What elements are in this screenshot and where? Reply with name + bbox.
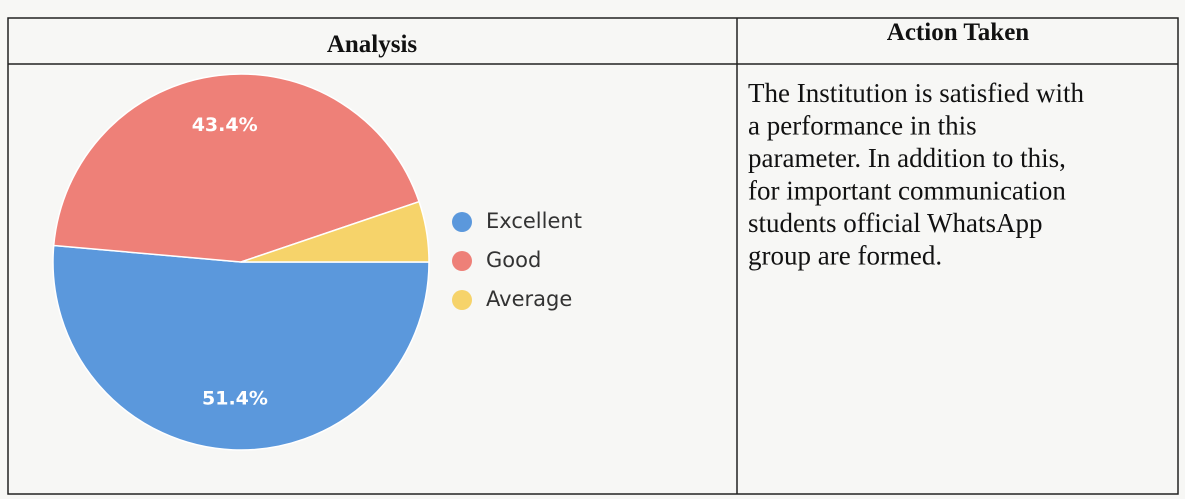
data-label: 51.4% [202,388,268,410]
legend-swatch [452,290,472,310]
legend-label: Average [486,287,572,311]
text-line: students official WhatsApp [748,208,1042,238]
legend-label: Good [486,248,541,272]
legend-swatch [452,251,472,271]
header-cell: Analysis [327,31,418,58]
header-cell: Action Taken [887,19,1030,46]
pie-slice [52,73,421,263]
pie-slice [240,200,430,263]
legend-label: Excellent [486,209,582,233]
data-label: 43.4% [192,114,258,136]
table-border [7,17,1179,495]
pie-slice [52,244,430,451]
text-line: The Institution is satisfied with [748,78,1084,108]
legend-swatch [452,212,472,232]
text-line: a performance in this [748,111,977,141]
text-line: parameter. In addition to this, [748,143,1066,173]
text-line: group are formed. [748,241,942,271]
text-line: for important communication [748,176,1066,206]
pie-chart: 51.4% 43.4% Excellent Good Average [52,73,582,451]
